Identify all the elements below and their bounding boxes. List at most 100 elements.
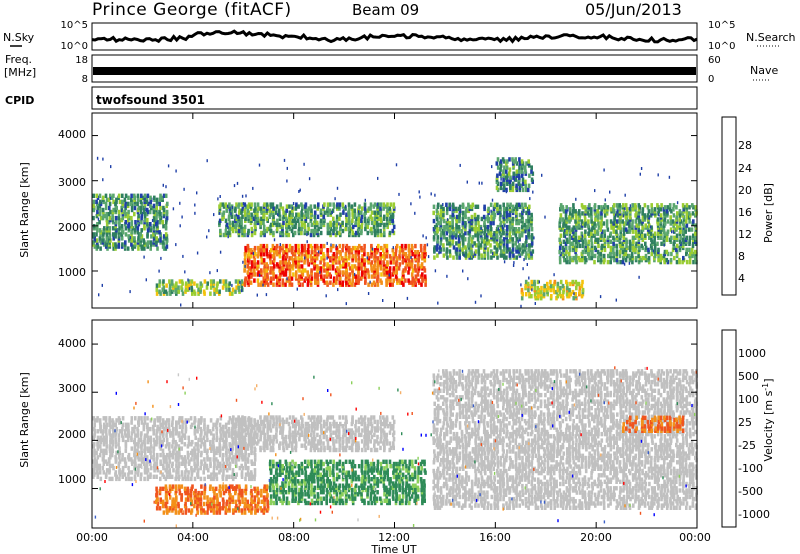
power-cell: [597, 253, 601, 259]
power-cell: [275, 222, 278, 228]
velocity-cell: [285, 496, 289, 501]
velocity-cell: [139, 476, 143, 482]
velocity-cell: [210, 472, 213, 477]
velocity-cell: [174, 439, 177, 445]
power-cell: [476, 204, 480, 209]
velocity-cell: [171, 416, 175, 421]
power-cell: [231, 291, 234, 296]
power-cell: [637, 203, 641, 208]
power-sparse-cell: [499, 211, 501, 215]
power-cell: [162, 279, 165, 284]
power-cell: [681, 237, 685, 242]
power-cell: [423, 274, 427, 279]
power-cell: [287, 260, 291, 265]
power-cell: [477, 249, 480, 254]
power-cell: [225, 287, 228, 292]
velocity-cell: [156, 452, 159, 458]
velocity-cell: [284, 459, 288, 464]
velocity-cell: [291, 470, 294, 475]
power-sparse-cell: [213, 213, 215, 217]
velocity-cell: [231, 508, 235, 513]
power-cell: [108, 205, 111, 211]
power-cell: [565, 205, 568, 210]
power-cell: [358, 216, 361, 221]
power-sparse-cell: [603, 168, 605, 172]
power-cell: [526, 281, 530, 287]
power-sparse-cell: [342, 209, 344, 213]
power-cell: [618, 203, 621, 208]
power-cell: [96, 222, 99, 227]
power-cell: [615, 257, 619, 263]
power-cell: [637, 253, 640, 259]
power-cell: [292, 232, 295, 238]
velocity-cell: [247, 452, 251, 458]
power-cell: [644, 245, 648, 251]
power-cell: [345, 222, 348, 228]
velocity-cell: [241, 499, 244, 504]
power-cell: [382, 202, 386, 207]
power-cell: [675, 243, 679, 249]
velocity-cell: [224, 506, 228, 511]
velocity-cell: [117, 433, 121, 438]
cpid-label: CPID: [5, 94, 34, 107]
power-cell: [315, 243, 319, 249]
power-cell: [580, 203, 584, 208]
power-ytick-1000: 1000: [58, 266, 86, 279]
power-sparse-cell: [227, 225, 229, 229]
power-cell: [634, 203, 637, 208]
velocity-cell: [193, 461, 196, 466]
power-cell: [630, 251, 634, 257]
velocity-cell: [149, 455, 153, 460]
power-cell: [218, 289, 221, 294]
power-sparse-cell: [179, 201, 181, 205]
power-cell: [225, 208, 228, 213]
power-cell: [124, 232, 128, 237]
velocity-cell: [166, 442, 169, 447]
power-sparse-cell: [291, 206, 294, 210]
power-cell: [276, 276, 279, 281]
power-cell: [559, 203, 563, 208]
power-cell: [291, 245, 294, 251]
power-cell: [121, 199, 124, 205]
power-sparse-cell: [217, 197, 219, 201]
power-cell: [360, 258, 364, 263]
power-cell: [421, 276, 424, 281]
velocity-cell: [206, 499, 210, 504]
power-cell: [462, 233, 465, 238]
power-cell: [584, 229, 587, 234]
power-cell: [518, 161, 522, 166]
power-cell: [536, 285, 540, 291]
power-cell: [256, 260, 260, 265]
power-cell: [578, 285, 582, 291]
power-cell: [666, 219, 670, 224]
power-sparse-cell: [184, 270, 186, 274]
power-cell: [383, 252, 386, 257]
power-sparse-cell: [517, 240, 519, 244]
power-cell: [376, 256, 380, 261]
velocity-cell: [194, 488, 197, 494]
power-cell: [290, 276, 294, 281]
power-cell: [333, 226, 336, 232]
velocity-cell: [159, 497, 162, 502]
velocity-cell: [200, 416, 203, 421]
power-cell: [597, 243, 600, 249]
power-cell: [284, 272, 288, 277]
velocity-cell: [203, 457, 206, 462]
velocity-cell: [189, 416, 193, 421]
velocity-cell: [98, 470, 102, 475]
velocity-cell: [108, 416, 111, 421]
power-sparse-cell: [165, 185, 167, 189]
power-sparse-cell: [286, 277, 288, 281]
velocity-cell: [92, 442, 96, 447]
power-cell: [341, 228, 345, 234]
velocity-cell: [184, 418, 188, 423]
power-cell: [300, 256, 303, 261]
power-cell: [518, 157, 521, 162]
power-cell: [187, 279, 191, 284]
power-cell: [364, 222, 368, 228]
velocity-cell: [108, 444, 112, 449]
velocity-cell: [159, 422, 162, 427]
power-cell: [569, 207, 572, 212]
velocity-cell: [219, 461, 222, 466]
power-cell: [108, 201, 112, 207]
